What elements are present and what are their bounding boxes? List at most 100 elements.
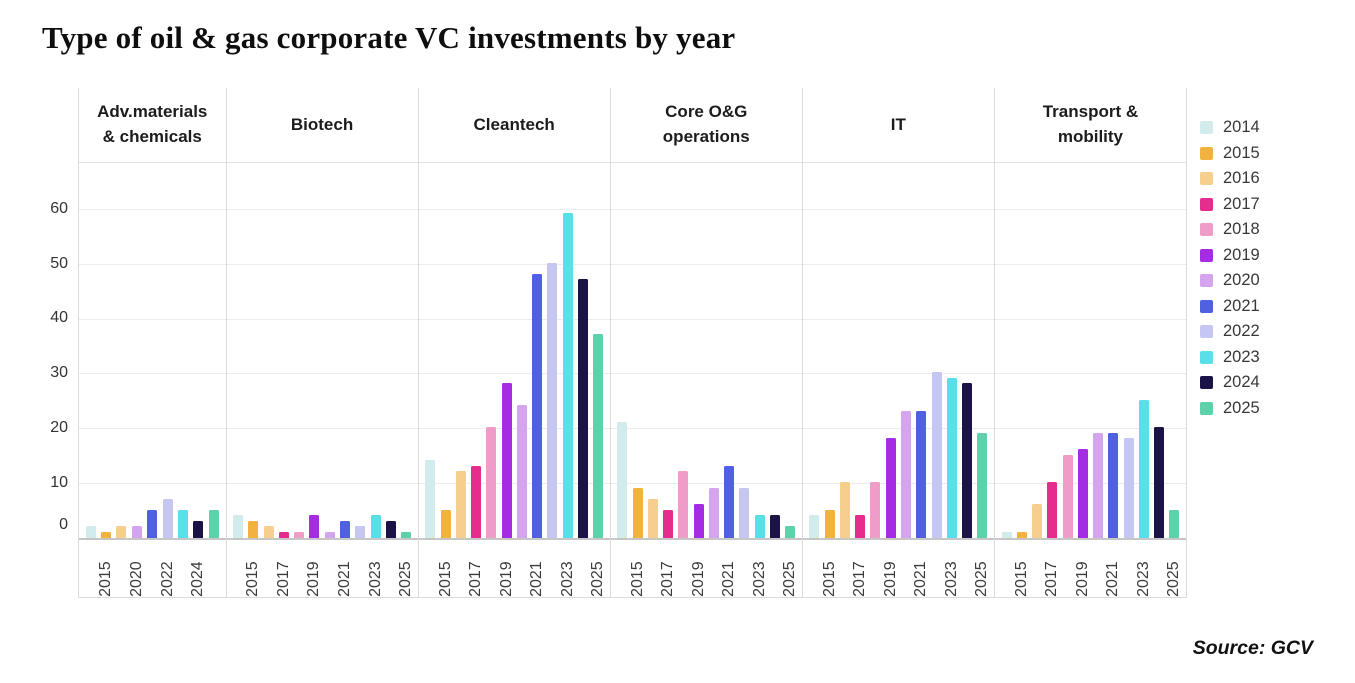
bar-transport-mobility-2025[interactable] — [1169, 509, 1180, 539]
bar-it-2018[interactable] — [870, 482, 881, 539]
x-tick-slot — [737, 540, 752, 597]
bar-transport-mobility-2021[interactable] — [1108, 432, 1119, 539]
bar-cleantech-2016[interactable] — [455, 471, 466, 539]
bar-core-o-g-operations-2020[interactable] — [708, 487, 719, 539]
bar-transport-mobility-2023[interactable] — [1138, 399, 1149, 539]
bar-biotech-2021[interactable] — [340, 520, 350, 539]
bar-it-2016[interactable] — [839, 482, 850, 539]
bar-adv-materials-chemicals-2021[interactable] — [147, 509, 158, 539]
legend-item-2025[interactable]: 2025 — [1200, 396, 1260, 422]
bar-cleantech-2018[interactable] — [486, 427, 497, 539]
bar-cleantech-2025[interactable] — [593, 334, 604, 539]
facet-adv-materials-chemicals: Adv.materials & chemicals 2015 2020 2022 202… — [78, 88, 226, 597]
bar-it-2025[interactable] — [977, 432, 988, 539]
bar-cleantech-2022[interactable] — [547, 262, 558, 539]
bar-it-2024[interactable] — [962, 383, 973, 539]
legend-item-2018[interactable]: 2018 — [1200, 217, 1260, 243]
bar-slot — [560, 163, 575, 539]
x-tick-slot: 2015 — [1013, 540, 1030, 597]
bar-core-o-g-operations-2018[interactable] — [678, 471, 689, 539]
bar-transport-mobility-2020[interactable] — [1093, 432, 1104, 539]
bar-adv-materials-chemicals-2025[interactable] — [208, 509, 219, 539]
bar-cleantech-2021[interactable] — [532, 273, 543, 539]
legend-item-2019[interactable]: 2019 — [1200, 243, 1260, 269]
bar-adv-materials-chemicals-2024[interactable] — [193, 520, 204, 539]
bar-biotech-2019[interactable] — [309, 515, 320, 539]
bar-cleantech-2023[interactable] — [562, 213, 573, 539]
bar-it-2023[interactable] — [946, 377, 957, 539]
bar-cleantech-2024[interactable] — [577, 279, 588, 539]
bar-cleantech-2020[interactable] — [516, 405, 527, 539]
bar-it-2022[interactable] — [931, 372, 942, 539]
legend-item-2023[interactable]: 2023 — [1200, 345, 1260, 371]
bar-adv-materials-chemicals-2023[interactable] — [178, 509, 189, 539]
bar-transport-mobility-2018[interactable] — [1062, 454, 1073, 539]
bar-adv-materials-chemicals-2022[interactable] — [162, 498, 173, 539]
legend-swatch-2022 — [1200, 325, 1213, 339]
legend-item-2021[interactable]: 2021 — [1200, 294, 1260, 320]
bar-core-o-g-operations-2019[interactable] — [693, 504, 704, 539]
bar-slot — [398, 163, 413, 539]
bar-slot — [468, 163, 483, 539]
x-tick-slot: 2020 — [127, 540, 145, 598]
bar-transport-mobility-2017[interactable] — [1047, 482, 1058, 539]
legend-item-2014[interactable]: 2014 — [1200, 115, 1260, 141]
bar-biotech-2014[interactable] — [233, 515, 244, 539]
legend-item-2024[interactable]: 2024 — [1200, 370, 1260, 396]
facet-core-o-g-operations: Core O&G operations 2015 2017 2019 2021 2023 2… — [609, 88, 802, 597]
legend-item-2016[interactable]: 2016 — [1200, 166, 1260, 192]
bar-core-o-g-operations-2024[interactable] — [769, 515, 780, 539]
bar-biotech-2023[interactable] — [370, 515, 381, 539]
bar-core-o-g-operations-2025[interactable] — [785, 526, 796, 539]
bar-transport-mobility-2015[interactable] — [1016, 531, 1027, 539]
bar-core-o-g-operations-2022[interactable] — [739, 487, 750, 539]
bar-slot — [423, 163, 438, 539]
bar-biotech-2017[interactable] — [278, 531, 289, 539]
bar-cleantech-2019[interactable] — [501, 383, 512, 539]
gridline-50 — [418, 263, 610, 265]
bar-adv-materials-chemicals-2014[interactable] — [85, 526, 96, 539]
bars-container — [807, 163, 990, 539]
facet-plot — [994, 163, 1186, 541]
bar-adv-materials-chemicals-2016[interactable] — [116, 526, 127, 539]
bar-adv-materials-chemicals-2015[interactable] — [101, 531, 112, 539]
bar-it-2019[interactable] — [885, 438, 896, 539]
bar-core-o-g-operations-2016[interactable] — [647, 498, 658, 539]
x-tick-slot — [929, 540, 944, 597]
bar-biotech-2018[interactable] — [294, 531, 305, 539]
bar-transport-mobility-2016[interactable] — [1032, 504, 1043, 539]
bar-transport-mobility-2024[interactable] — [1154, 427, 1165, 539]
x-tick-label-2020: 2020 — [127, 561, 145, 598]
bar-transport-mobility-2022[interactable] — [1123, 438, 1134, 539]
x-tick-label-2021: 2021 — [336, 561, 354, 598]
bar-core-o-g-operations-2023[interactable] — [754, 515, 765, 539]
bar-cleantech-2017[interactable] — [471, 465, 482, 539]
bar-biotech-2020[interactable] — [324, 531, 335, 539]
legend-item-2022[interactable]: 2022 — [1200, 319, 1260, 345]
bar-transport-mobility-2019[interactable] — [1077, 449, 1088, 539]
bar-core-o-g-operations-2015[interactable] — [632, 487, 643, 539]
legend-item-2015[interactable]: 2015 — [1200, 141, 1260, 167]
bar-it-2021[interactable] — [916, 410, 927, 539]
gridline-20 — [802, 428, 994, 430]
bar-core-o-g-operations-2021[interactable] — [724, 465, 735, 539]
bar-transport-mobility-2014[interactable] — [1001, 531, 1012, 539]
bar-cleantech-2014[interactable] — [425, 460, 436, 539]
bar-it-2015[interactable] — [824, 509, 835, 539]
bar-core-o-g-operations-2017[interactable] — [663, 509, 674, 539]
bar-biotech-2016[interactable] — [263, 526, 274, 539]
bar-it-2020[interactable] — [901, 410, 912, 539]
bar-cleantech-2015[interactable] — [440, 509, 451, 539]
bar-biotech-2022[interactable] — [355, 526, 366, 539]
bar-slot — [484, 163, 499, 539]
bar-biotech-2024[interactable] — [385, 520, 396, 539]
bar-adv-materials-chemicals-2020[interactable] — [131, 526, 142, 539]
bar-core-o-g-operations-2014[interactable] — [617, 421, 628, 539]
bar-biotech-2025[interactable] — [401, 531, 412, 539]
legend-item-2017[interactable]: 2017 — [1200, 192, 1260, 218]
bar-it-2014[interactable] — [809, 515, 820, 539]
gridline-30 — [802, 373, 994, 375]
bar-biotech-2015[interactable] — [248, 520, 259, 539]
legend-item-2020[interactable]: 2020 — [1200, 268, 1260, 294]
bar-it-2017[interactable] — [855, 515, 866, 539]
